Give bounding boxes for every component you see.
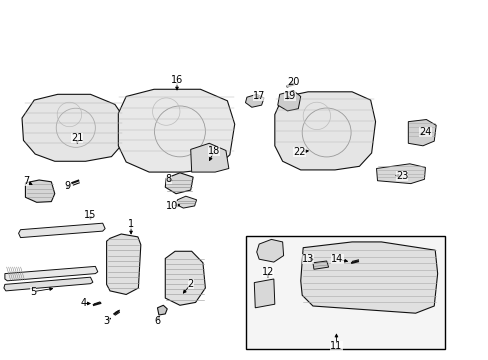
Polygon shape: [106, 234, 141, 294]
Polygon shape: [165, 251, 205, 305]
Text: 9: 9: [64, 181, 70, 192]
Polygon shape: [300, 242, 437, 313]
Text: 13: 13: [301, 254, 314, 264]
Polygon shape: [190, 143, 228, 172]
Text: 6: 6: [154, 316, 160, 327]
Text: 19: 19: [283, 91, 296, 102]
Text: 16: 16: [170, 75, 183, 85]
Text: 18: 18: [207, 146, 220, 156]
Text: 15: 15: [84, 210, 97, 220]
Text: 12: 12: [261, 267, 274, 277]
Text: 7: 7: [23, 176, 29, 186]
Polygon shape: [22, 94, 124, 161]
Polygon shape: [165, 173, 193, 194]
Polygon shape: [312, 261, 328, 269]
Text: 4: 4: [80, 298, 86, 309]
Polygon shape: [376, 164, 425, 184]
Polygon shape: [245, 94, 264, 107]
Text: 14: 14: [330, 254, 343, 264]
Polygon shape: [407, 120, 435, 146]
Polygon shape: [4, 277, 93, 291]
Polygon shape: [256, 239, 283, 262]
Polygon shape: [176, 196, 196, 208]
Polygon shape: [274, 92, 375, 170]
Polygon shape: [254, 279, 274, 308]
Polygon shape: [118, 89, 234, 172]
Text: 20: 20: [286, 77, 299, 87]
Polygon shape: [277, 91, 300, 111]
Text: 3: 3: [103, 316, 109, 326]
Text: 1: 1: [128, 219, 134, 229]
Text: 11: 11: [329, 341, 342, 351]
Text: 2: 2: [187, 279, 193, 289]
Polygon shape: [19, 223, 105, 238]
Text: 21: 21: [71, 132, 83, 143]
Text: 8: 8: [165, 174, 171, 184]
Polygon shape: [157, 305, 167, 315]
Polygon shape: [25, 180, 55, 202]
Text: 10: 10: [165, 201, 178, 211]
Text: 24: 24: [418, 127, 431, 138]
Text: 22: 22: [292, 147, 305, 157]
Bar: [245, 236, 445, 349]
Text: 5: 5: [30, 287, 36, 297]
Polygon shape: [5, 266, 98, 281]
Text: 17: 17: [252, 91, 265, 102]
Text: 23: 23: [395, 171, 407, 181]
